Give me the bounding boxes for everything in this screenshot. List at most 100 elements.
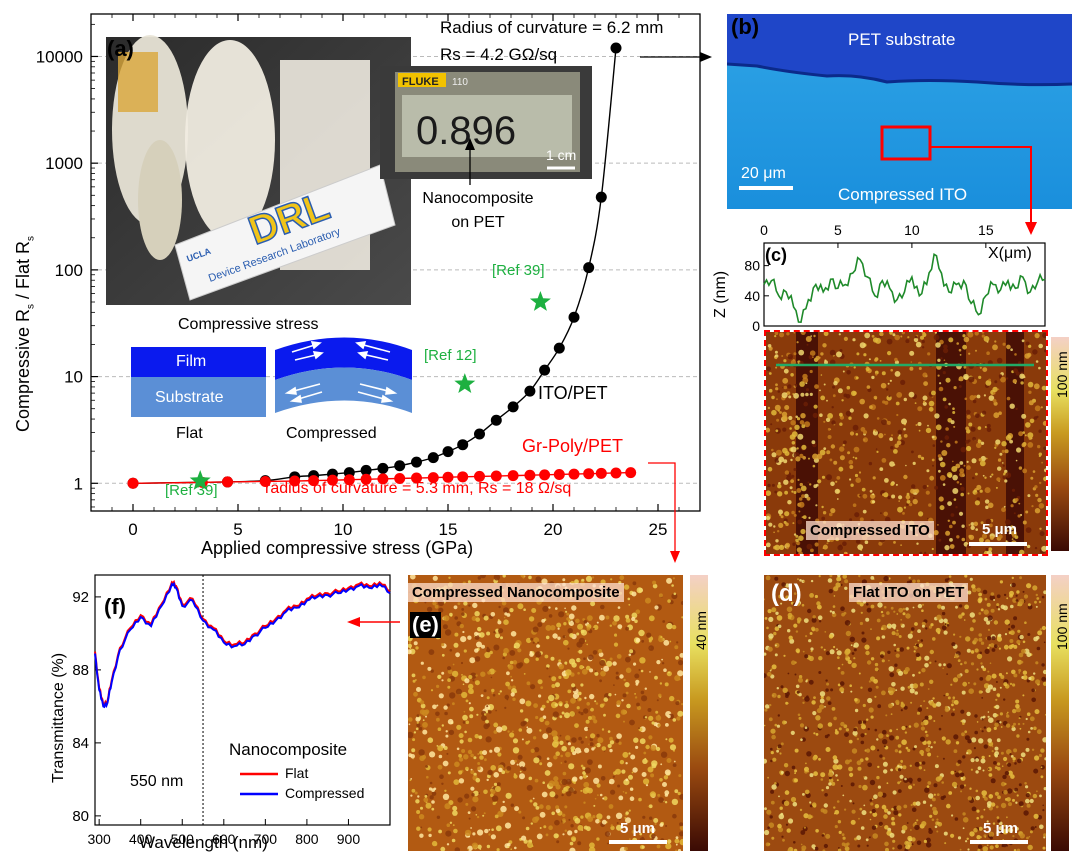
panel-c-scale-label: 5 μm: [982, 521, 1018, 538]
panel-b-scale: 20 μm: [741, 165, 786, 182]
multimeter-scale-label: 1 cm: [546, 147, 576, 163]
top-annotation-line2: Rs = 4.2 GΩ/sq: [440, 45, 558, 64]
panel-b-letter: (b): [731, 14, 760, 39]
data-point-ito-19: [553, 342, 565, 354]
substrate-label: Substrate: [155, 389, 224, 406]
xtick-label-f-2: 500: [171, 831, 195, 847]
device-photo: DRL Device Research Laboratory UCLA: [106, 35, 411, 305]
pet-substrate-label: PET substrate: [848, 30, 956, 49]
data-point-gr-9: [377, 473, 389, 485]
legend-flat-label: Flat: [285, 765, 309, 781]
panel-a-ylabel: Compressive Rs / Flat Rs: [13, 235, 37, 432]
panel-d-letter: (d): [771, 580, 802, 607]
height-profile-line: [763, 252, 1046, 324]
xtick-label-a-5: 25: [649, 520, 668, 539]
xtick-label-a-2: 10: [334, 520, 353, 539]
xtick-label-f-1: 400: [129, 831, 153, 847]
ito-series-label: ITO/PET: [538, 383, 608, 403]
data-point-gr-3: [259, 475, 271, 487]
panel-d-scale-label: 5 μm: [983, 820, 1019, 837]
panel-e-afm-image: [408, 575, 683, 851]
film-layer: [131, 347, 266, 377]
film-label: Film: [176, 353, 207, 370]
data-point-gr-16: [490, 470, 502, 482]
ytick-label-c-0: 0: [752, 318, 760, 334]
ytick-label-a-3: 1000: [45, 154, 83, 173]
panel-c-colorbar-label: 100 nm: [1054, 351, 1070, 398]
data-point-ito-18: [539, 364, 551, 376]
compressed-ito-micro-label: Compressed ITO: [838, 185, 968, 204]
nanocomposite-label-line1: Nanocomposite: [422, 190, 534, 207]
panel-e-scale-bar: [609, 840, 667, 844]
data-point-ito-21: [583, 262, 595, 274]
data-point-gr-5: [308, 475, 320, 487]
data-point-gr-17: [507, 470, 519, 482]
data-point-gr-20: [553, 468, 565, 480]
xtick-label-c-3: 15: [978, 222, 994, 238]
data-point-ito-23: [610, 42, 622, 54]
xtick-label-f-0: 300: [87, 831, 111, 847]
transmittance-line-compressed: [94, 581, 391, 709]
svg-text:FLUKE: FLUKE: [402, 76, 439, 88]
data-point-ito-16: [507, 401, 519, 413]
ref-label-top: [Ref 39]: [492, 262, 545, 279]
panel-c-afm-label: Compressed ITO: [806, 521, 934, 540]
legend-compressed-label: Compressed: [285, 785, 365, 801]
panel-e-letter: (e): [410, 612, 441, 638]
data-point-gr-12: [427, 472, 439, 484]
data-point-gr-13: [442, 471, 454, 483]
svg-text:110: 110: [452, 77, 468, 88]
panel-c-scale-bar: [969, 542, 1027, 546]
panel-d-colorbar: [1051, 575, 1069, 851]
data-point-gr-4: [289, 475, 301, 487]
ytick-label-f-1: 84: [72, 735, 89, 752]
xtick-label-f-5: 800: [295, 831, 319, 847]
schematic-title: Compressive stress: [178, 316, 319, 333]
top-annotation-line1: Radius of curvature = 6.2 mm: [440, 18, 664, 37]
xtick-label-c-1: 5: [834, 222, 842, 238]
panel-c-xlabel: X(μm): [988, 245, 1032, 262]
panel-f-ylabel: Transmittance (%): [50, 652, 67, 783]
panel-b-micrograph: [727, 14, 1072, 209]
gr-series-label: Gr-Poly/PET: [522, 436, 624, 456]
data-point-gr-24: [610, 467, 622, 479]
data-point-ito-7: [360, 464, 372, 476]
multimeter-photo: FLUKE 110 0.896 1 cm: [380, 66, 592, 185]
panel-e-colorbar-label: 40 nm: [693, 611, 709, 650]
stress-schematic: [131, 337, 412, 417]
bottom-annotation: radius of curvature = 5.3 mm, Rs = 18 Ω/…: [265, 480, 572, 497]
data-point-gr-11: [411, 472, 422, 484]
panel-d-afm-image: [764, 575, 1046, 851]
data-point-gr-25: [625, 467, 637, 479]
zoom-region-box: [880, 125, 932, 161]
nanocomposite-label-line2: on PET: [451, 214, 505, 231]
data-point-gr-8: [360, 473, 372, 485]
data-point-gr-15: [474, 470, 485, 482]
data-point-ito-14: [474, 428, 485, 440]
data-point-ito-10: [411, 456, 422, 468]
substrate-layer: [131, 377, 266, 417]
data-point-ito-15: [490, 414, 502, 426]
xtick-label-a-3: 15: [439, 520, 458, 539]
panel-d-afm-label: Flat ITO on PET: [849, 583, 969, 602]
data-point-gr-14: [457, 471, 469, 483]
data-point-ito-11: [427, 452, 439, 464]
ytick-label-a-2: 100: [55, 261, 83, 280]
xtick-label-f-4: 700: [254, 831, 278, 847]
ref-label-mid: [Ref 12]: [424, 347, 477, 364]
data-point-gr-2: [222, 476, 233, 488]
panel-e-scale-label: 5 μm: [620, 820, 656, 837]
panel-c-profile: 0 40 80 0 5 10 15: [744, 222, 1046, 334]
data-point-gr-21: [568, 468, 580, 480]
ref-star-0: [189, 470, 211, 490]
ytick-label-f-0: 80: [72, 808, 89, 825]
ref-star-1: [454, 373, 476, 393]
panel-f-letter: (f): [104, 594, 126, 619]
xtick-label-a-4: 20: [544, 520, 563, 539]
data-point-gr-23: [595, 467, 607, 479]
xtick-label-a-1: 5: [233, 520, 242, 539]
ytick-label-a-0: 1: [74, 474, 83, 493]
data-point-gr-6: [327, 474, 338, 486]
